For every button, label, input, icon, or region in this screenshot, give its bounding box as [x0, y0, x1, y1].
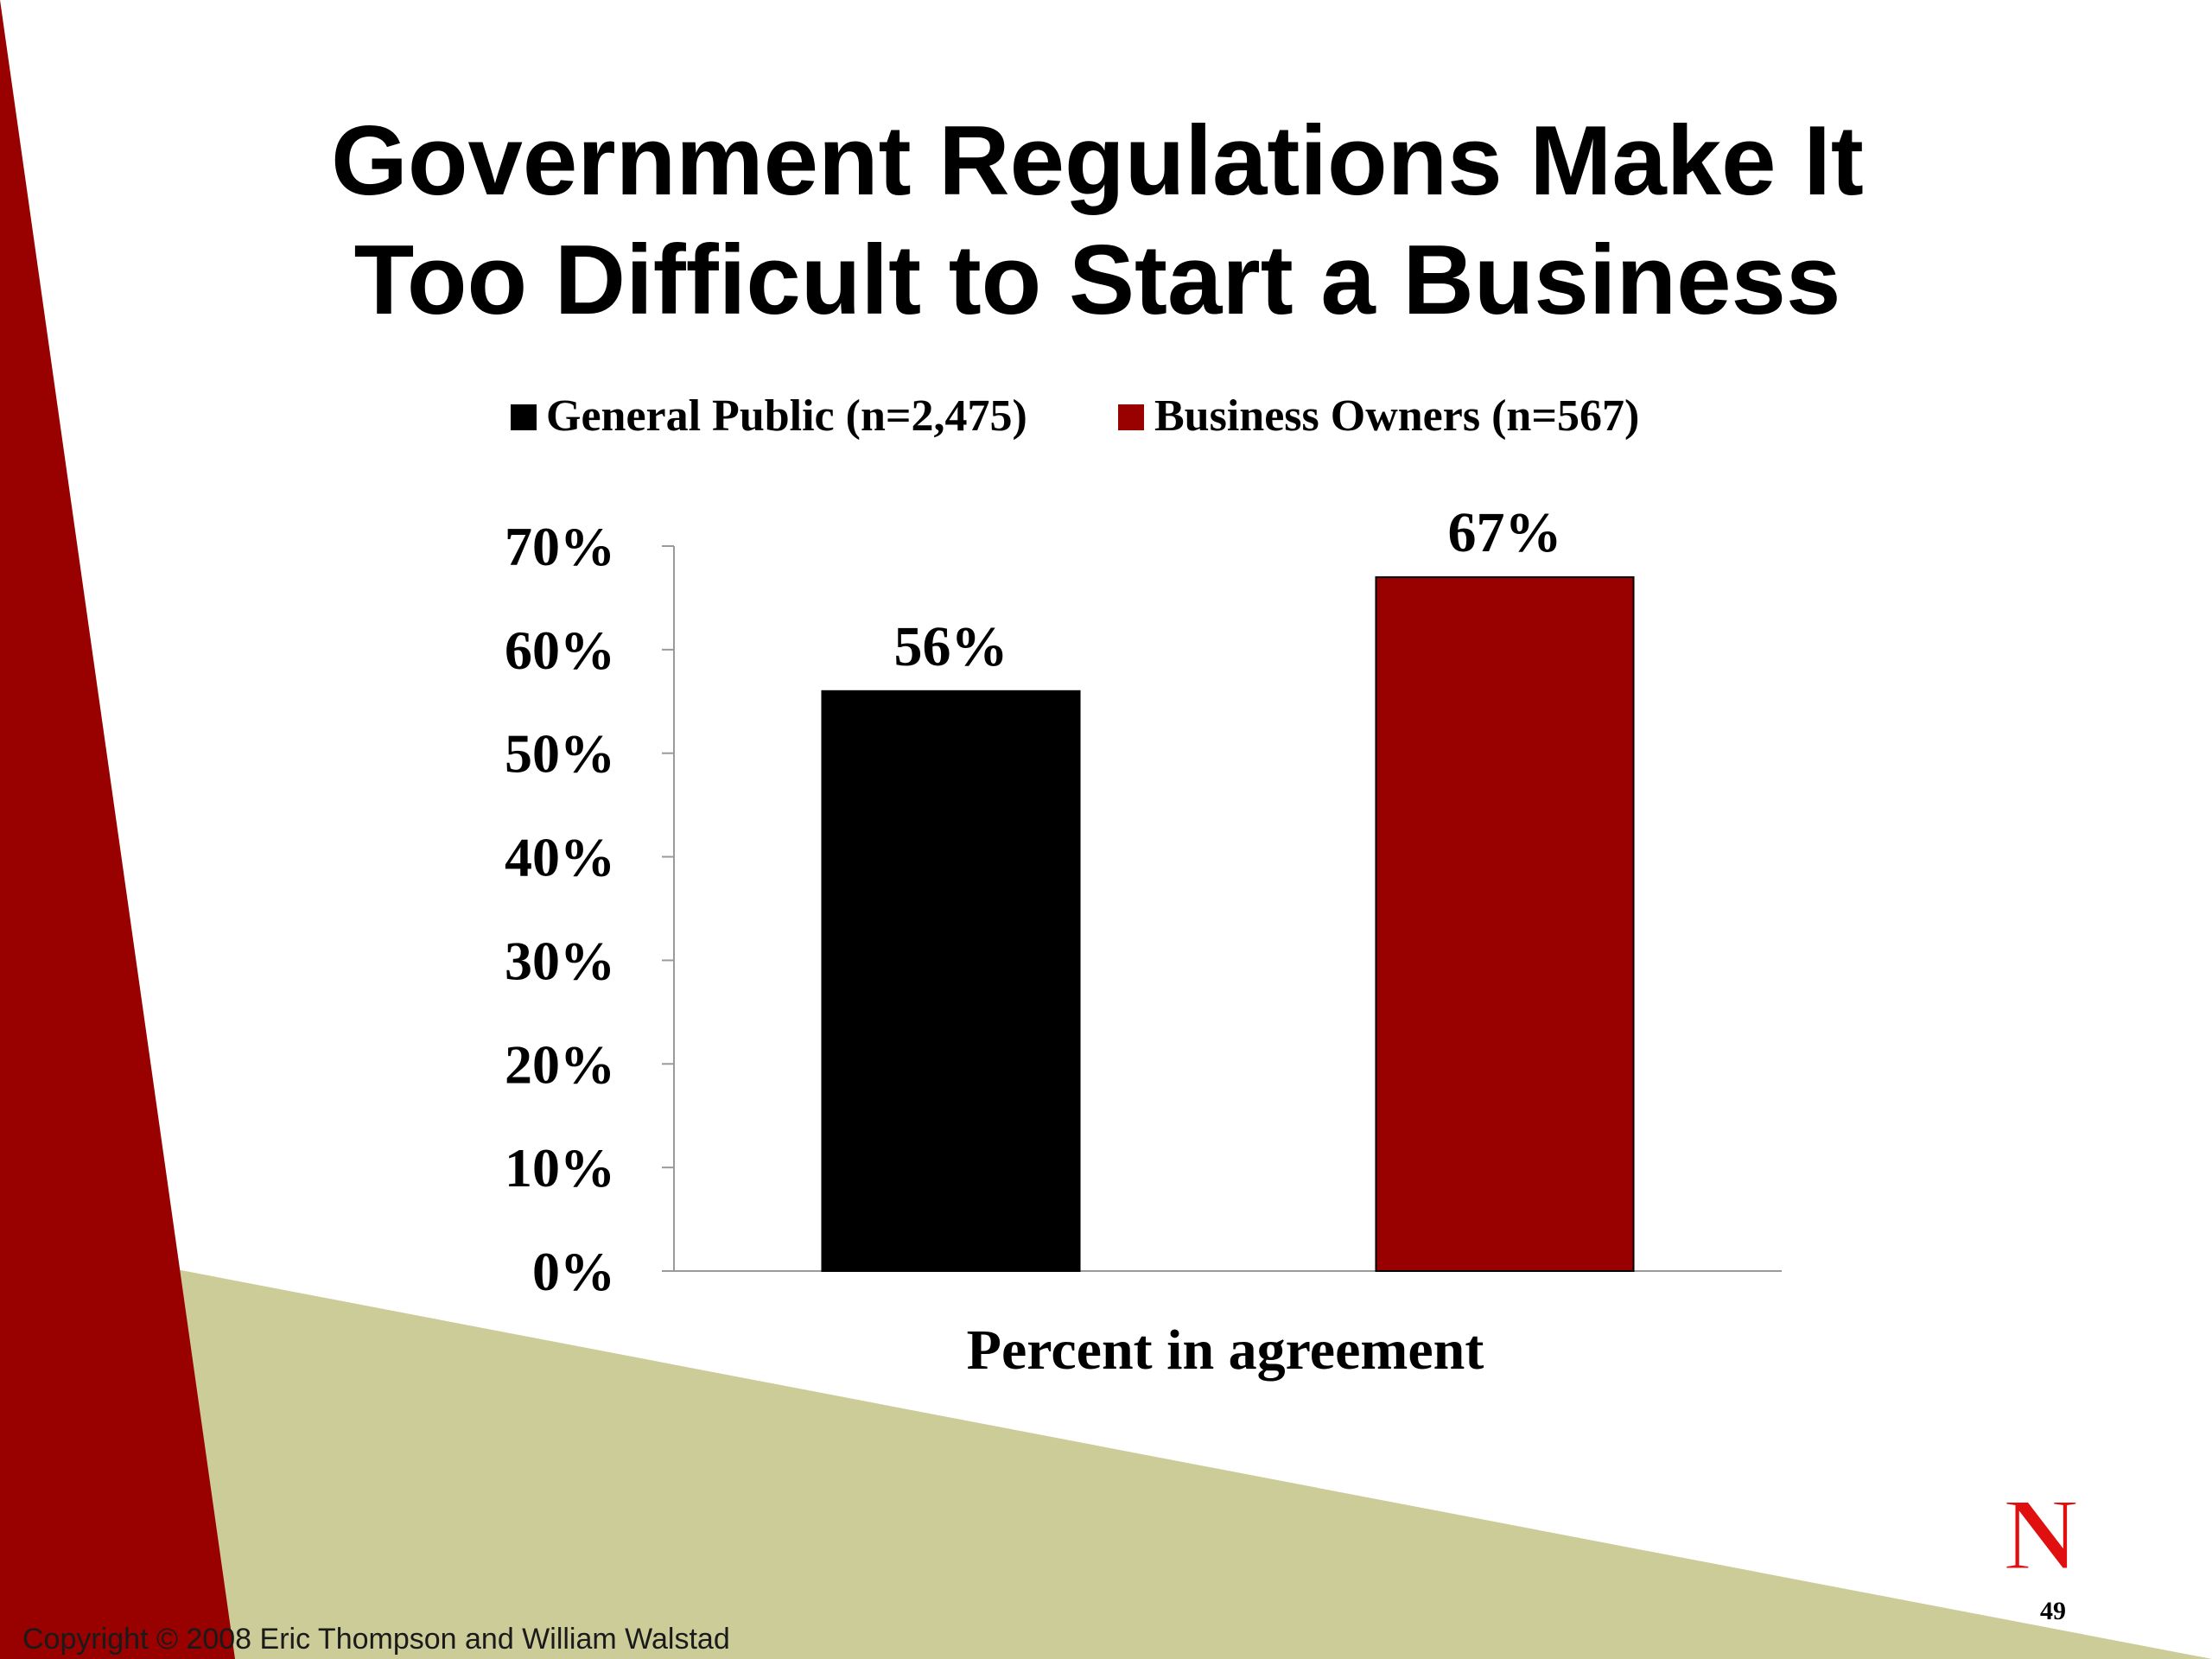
y-tick-label: 30% — [505, 930, 615, 991]
bars — [821, 575, 1635, 1272]
copyright-notice: Copyright © 2008 Eric Thompson and Willi… — [22, 1623, 730, 1656]
y-tick-label: 40% — [505, 827, 615, 888]
left-red-band — [0, 0, 235, 1659]
y-tick-label: 10% — [505, 1137, 615, 1198]
title-line-2: Too Difficult to Start a Business — [353, 226, 1841, 335]
bar-value-labels: 56% 67% — [894, 501, 1562, 678]
bar-business-owners — [1375, 575, 1635, 1272]
slide-title: Government Regulations Make It Too Diffi… — [233, 102, 1961, 340]
y-tick-label: 20% — [505, 1033, 615, 1095]
legend-swatch-general-public — [511, 404, 537, 430]
logo-letter: N — [2004, 1484, 2079, 1578]
y-axis: 0% 10% 20% 30% 40% 50% 60% 70% — [505, 516, 1782, 1302]
legend-label-business-owners: Business Owners (n=567) — [1154, 391, 1639, 441]
bottom-tan-band — [0, 1236, 2212, 1659]
y-tick-label: 60% — [505, 620, 615, 681]
y-tick-label: 0% — [532, 1241, 615, 1302]
legend-label-general-public: General Public (n=2,475) — [546, 391, 1027, 441]
y-tick-label: 50% — [505, 723, 615, 785]
bar-value-label: 56% — [894, 615, 1008, 678]
legend-swatch-business-owners — [1118, 404, 1144, 430]
bar-value-label: 67% — [1448, 501, 1562, 564]
bar-general-public — [821, 690, 1081, 1272]
title-line-1: Government Regulations Make It — [331, 106, 1864, 216]
university-n-logo: N — [2002, 1484, 2080, 1578]
x-axis-label: Percent in agreement — [967, 1319, 1484, 1382]
chart-legend: General Public (n=2,475) Business Owners… — [511, 391, 1639, 441]
y-tick-label: 70% — [505, 516, 615, 577]
page-number: 49 — [2040, 1597, 2066, 1625]
